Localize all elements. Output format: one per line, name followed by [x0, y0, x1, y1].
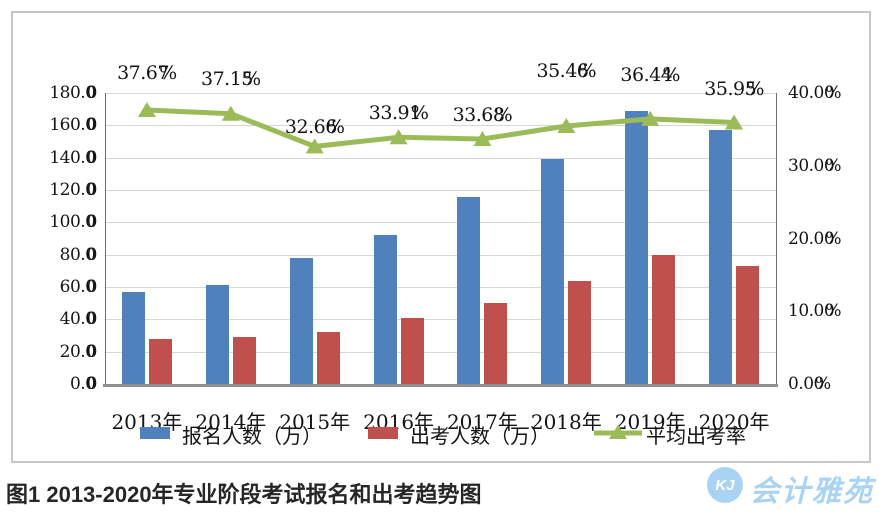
legend-swatch-registration: [140, 427, 170, 439]
right-axis-tick: 30.00%: [788, 155, 841, 176]
grid-line: [105, 93, 776, 94]
left-axis-tick: 100.00: [49, 212, 97, 233]
registration-bar: [121, 291, 145, 384]
left-axis-tick: 40.00: [59, 309, 98, 330]
attendance-bar: [148, 338, 172, 384]
grid-line: [105, 287, 776, 288]
registration-bar: [373, 235, 397, 384]
x-axis-line: [103, 384, 778, 387]
right-axis-tick: 10.00%: [788, 301, 841, 322]
right-axis-tick: 0.00%: [788, 374, 831, 394]
grid-line: [105, 222, 776, 224]
figure-caption: 图1 2013-2020年专业阶段考试报名和出考趋势图: [6, 482, 482, 507]
rate-data-label: 35.46%: [536, 60, 597, 82]
attendance-bar: [232, 337, 256, 384]
rate-data-label: 33.91%: [368, 102, 429, 124]
x-axis-label: 2014年: [195, 410, 267, 434]
left-axis-tick: 140.00: [49, 147, 97, 168]
right-axis-tick: 20.00%: [788, 228, 841, 249]
x-axis-label: 2019年: [614, 410, 686, 434]
left-axis-tick: 180.00: [49, 83, 97, 103]
left-axis-tick: 120.00: [49, 180, 97, 200]
right-axis-tick: 40.00%: [788, 83, 841, 103]
grid-line: [105, 254, 776, 256]
watermark-text: 会计雅苑: [750, 476, 875, 508]
rate-data-label: 37.15%: [201, 68, 261, 90]
watermark-logo-text: KJ: [715, 476, 735, 494]
left-axis-tick: 160.00: [49, 115, 97, 136]
left-axis-tick: 80.00: [59, 244, 98, 265]
left-axis-tick: 60.00: [59, 277, 98, 297]
rate-data-label: 33.68%: [452, 104, 513, 126]
grid-line: [105, 190, 776, 191]
attendance-bar: [652, 254, 676, 384]
attendance-bar: [316, 332, 340, 384]
attendance-bar: [400, 317, 424, 384]
registration-bar: [457, 196, 481, 384]
legend-line-marker-icon: [594, 425, 642, 439]
left-axis-tick: 20.00: [59, 341, 98, 362]
registration-bar: [205, 285, 229, 384]
x-axis-label: 2015年: [279, 410, 351, 434]
left-axis-tick: 0.00: [69, 374, 98, 394]
rate-data-label: 36.44%: [620, 64, 680, 86]
legend-label-attendance: 出考人数（万）: [410, 424, 550, 448]
attendance-bar: [484, 303, 508, 384]
legend-swatch-attendance: [368, 427, 398, 439]
x-axis-label: 2018年: [530, 410, 602, 434]
grid-line: [105, 319, 776, 321]
grid-line: [105, 125, 776, 127]
legend-label-rate: 平均出考率: [646, 424, 746, 448]
legend-label-registration: 报名人数（万）: [182, 424, 322, 448]
x-axis-label: 2017年: [446, 410, 518, 434]
grid-line: [105, 351, 776, 353]
rate-data-label: 37.67%: [117, 62, 177, 84]
watermark-logo-icon: KJ: [707, 467, 743, 503]
grid-line: [105, 157, 776, 159]
registration-bar: [709, 130, 733, 384]
registration-bar: [625, 110, 649, 384]
attendance-bar: [736, 266, 760, 384]
y-axis-line: [105, 93, 106, 384]
right-axis-line: [776, 93, 777, 384]
x-axis-label: 2020年: [698, 410, 770, 434]
rate-data-label: 35.95%: [704, 78, 764, 100]
registration-bar: [541, 159, 565, 384]
rate-data-label: 32.66%: [284, 116, 345, 138]
attendance-bar: [568, 280, 592, 384]
registration-bar: [289, 257, 313, 384]
